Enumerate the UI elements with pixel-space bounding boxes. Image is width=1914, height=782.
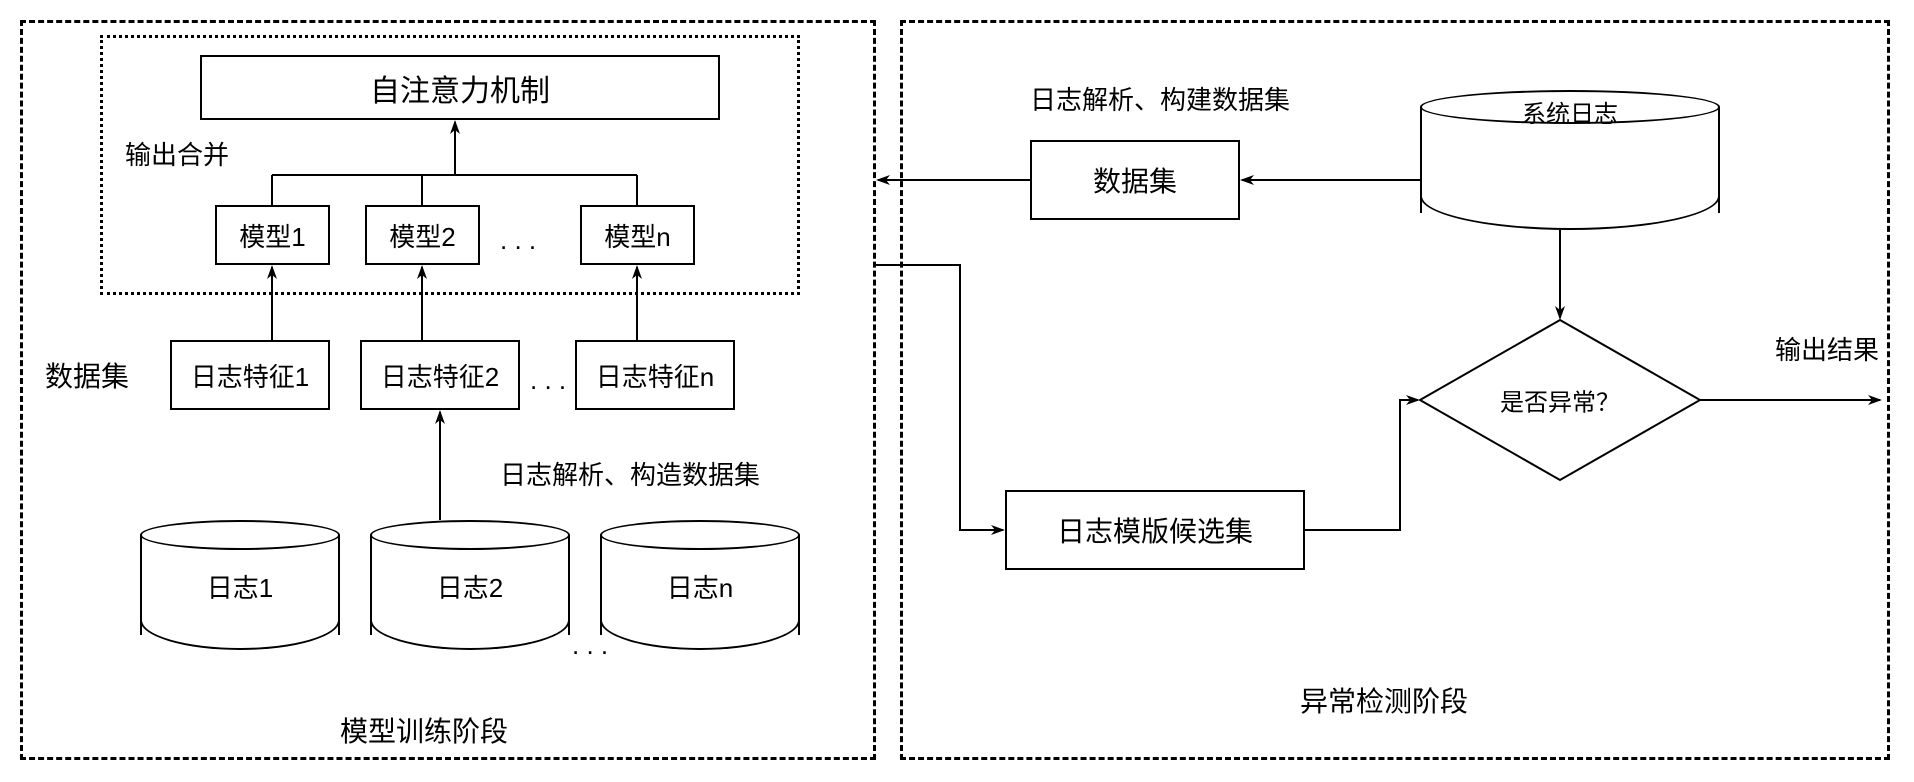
model-n-label: 模型n xyxy=(604,217,670,254)
right-panel-title: 异常检测阶段 xyxy=(1300,680,1468,720)
template-candidate-label: 日志模版候选集 xyxy=(1057,510,1253,550)
diagram-root: 模型训练阶段 自注意力机制 输出合并 模型1 模型2 . . . 模型n 数据集… xyxy=(0,0,1914,782)
template-candidate-box: 日志模版候选集 xyxy=(1005,490,1305,570)
dataset-side-label: 数据集 xyxy=(45,355,129,395)
right-parse-label: 日志解析、构建数据集 xyxy=(1030,80,1290,117)
log-2-cylinder: 日志2 xyxy=(370,520,570,650)
model-1-label: 模型1 xyxy=(239,217,305,254)
syslog-cylinder: 系统日志 xyxy=(1420,90,1720,230)
attention-box: 自注意力机制 xyxy=(200,55,720,120)
feature-ellipsis: . . . xyxy=(530,365,566,396)
feature-n-box: 日志特征n xyxy=(575,340,735,410)
left-panel-title: 模型训练阶段 xyxy=(340,710,508,750)
feature-n-label: 日志特征n xyxy=(596,357,714,394)
left-parse-label: 日志解析、构造数据集 xyxy=(500,455,760,492)
feature-1-box: 日志特征1 xyxy=(170,340,330,410)
right-dataset-label: 数据集 xyxy=(1093,160,1177,200)
output-label: 输出结果 xyxy=(1775,330,1879,367)
model-2-box: 模型2 xyxy=(365,205,480,265)
model-2-label: 模型2 xyxy=(389,217,455,254)
log-1-cylinder: 日志1 xyxy=(140,520,340,650)
right-panel xyxy=(900,20,1890,760)
decision-diamond: 是否异常？ xyxy=(1420,320,1700,480)
feature-2-label: 日志特征2 xyxy=(381,357,499,394)
model-ellipsis: . . . xyxy=(500,225,536,256)
decision-label: 是否异常？ xyxy=(1500,383,1620,418)
log-2-label: 日志2 xyxy=(370,568,570,605)
attention-label: 自注意力机制 xyxy=(370,66,550,110)
model-n-box: 模型n xyxy=(580,205,695,265)
feature-2-box: 日志特征2 xyxy=(360,340,520,410)
model-1-box: 模型1 xyxy=(215,205,330,265)
merge-label: 输出合并 xyxy=(125,135,229,172)
log-1-label: 日志1 xyxy=(140,568,340,605)
log-n-cylinder: 日志n xyxy=(600,520,800,650)
syslog-label: 系统日志 xyxy=(1420,94,1720,129)
right-dataset-box: 数据集 xyxy=(1030,140,1240,220)
log-n-label: 日志n xyxy=(600,568,800,605)
feature-1-label: 日志特征1 xyxy=(191,357,309,394)
